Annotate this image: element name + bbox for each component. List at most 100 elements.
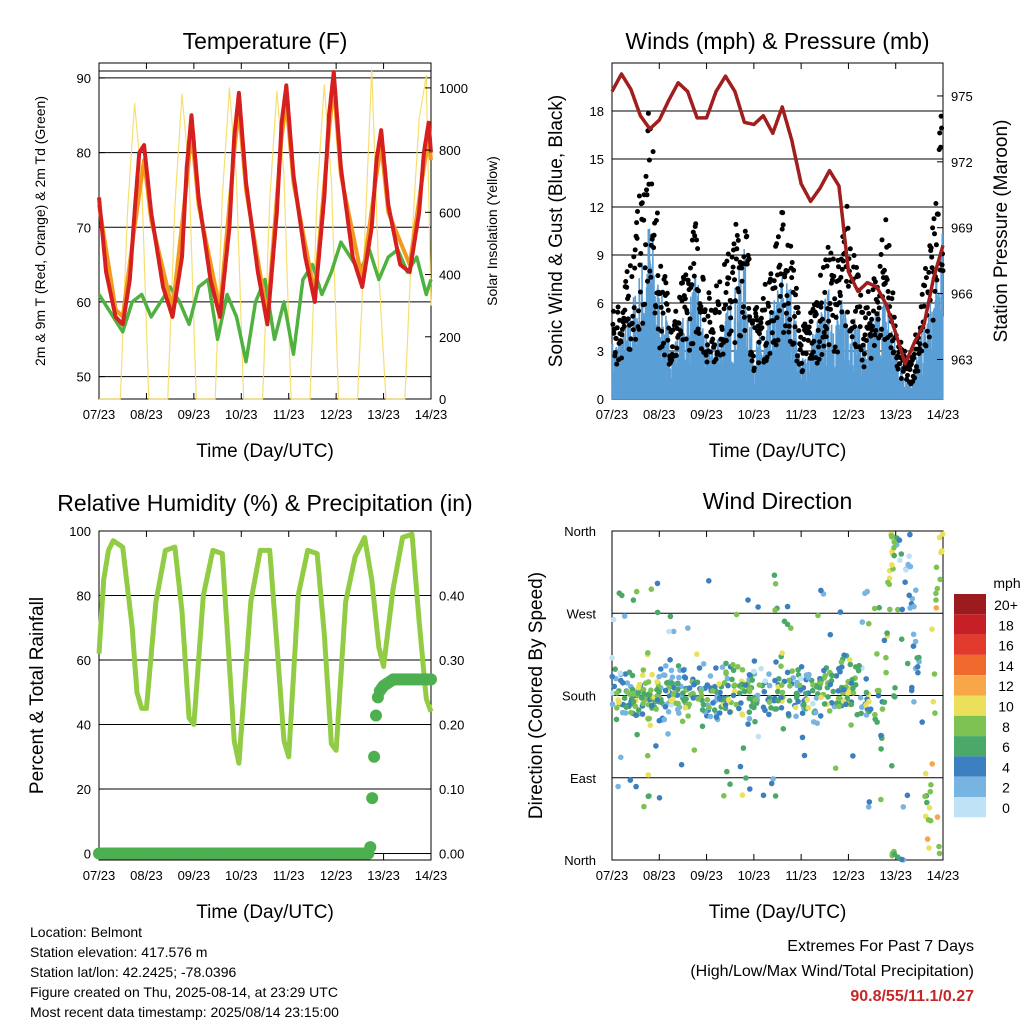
gust-point: [707, 319, 713, 325]
gust-point: [651, 232, 657, 238]
gust-point: [647, 268, 653, 274]
gust-point: [639, 200, 645, 206]
direction-point: [766, 699, 773, 705]
gust-point: [827, 301, 833, 306]
gust-point: [929, 265, 935, 271]
gust-point: [939, 125, 945, 131]
gust-point: [744, 233, 750, 239]
direction-point: [878, 796, 884, 803]
direction-point: [937, 576, 943, 583]
temperature-y2tick-label: 800: [439, 143, 461, 158]
direction-point: [930, 698, 937, 705]
legend-label: 18: [998, 617, 1014, 633]
direction-point: [721, 793, 727, 799]
direction-xtick-label: 10/23: [738, 868, 771, 883]
direction-point: [779, 682, 785, 688]
gust-point: [849, 334, 855, 340]
gust-point: [830, 256, 836, 262]
direction-point: [739, 792, 746, 798]
gust-point: [786, 323, 792, 329]
direction-point: [898, 551, 905, 557]
gust-point: [640, 320, 646, 326]
direction-point: [713, 665, 719, 671]
pressure-line: [610, 72, 945, 366]
gust-point: [929, 254, 935, 260]
direction-point: [891, 544, 897, 551]
gust-point: [923, 266, 928, 271]
direction-point: [879, 706, 886, 712]
gust-point: [768, 310, 774, 315]
direction-point: [939, 548, 945, 554]
gust-point: [662, 352, 667, 358]
direction-point: [669, 680, 675, 686]
gust-point: [750, 353, 756, 359]
direction-point: [745, 597, 751, 603]
direction-point: [723, 670, 729, 677]
direction-point: [633, 783, 639, 790]
gust-point: [819, 300, 824, 306]
gust-point: [756, 360, 762, 366]
gust-point: [615, 309, 621, 315]
direction-point: [662, 672, 668, 678]
gust-point: [923, 275, 929, 281]
gust-point: [720, 351, 726, 357]
gust-point: [926, 334, 932, 340]
direction-point: [919, 719, 925, 725]
gust-point: [860, 342, 866, 348]
direction-point: [681, 697, 687, 704]
gust-point: [860, 310, 866, 315]
legend-swatch: [954, 634, 986, 655]
direction-point: [648, 687, 654, 693]
direction-point: [817, 713, 824, 719]
direction-point: [649, 671, 655, 678]
gust-point: [654, 210, 660, 216]
direction-point: [756, 682, 763, 688]
gust-point: [630, 313, 636, 319]
gust-point: [819, 316, 825, 322]
direction-point: [641, 691, 647, 697]
winds-xtick-label: 10/23: [738, 407, 771, 422]
direction-point: [630, 690, 636, 697]
direction-point: [641, 803, 647, 810]
direction-point: [903, 567, 909, 573]
gust-point: [614, 325, 620, 331]
direction-point: [614, 690, 620, 696]
direction-point: [743, 775, 749, 781]
direction-point: [686, 701, 693, 708]
gust-point: [850, 319, 856, 325]
direction-point: [922, 793, 928, 800]
direction-point: [700, 661, 707, 667]
direction-ylabel-left: Direction (Colored By Speed): [526, 572, 547, 819]
gust-point: [851, 253, 857, 258]
direction-point: [892, 685, 898, 691]
direction-ytick-label: South: [562, 689, 596, 704]
gust-point: [825, 244, 831, 250]
direction-point: [906, 592, 912, 599]
gust-point: [926, 269, 932, 275]
gust-point: [889, 296, 895, 302]
gust-point: [840, 258, 846, 264]
gust-point: [728, 315, 734, 321]
direction-xtick-label: 11/23: [785, 868, 817, 883]
direction-point: [662, 704, 669, 710]
direction-point: [619, 592, 625, 599]
gust-point: [643, 173, 649, 179]
gust-point: [680, 280, 685, 286]
direction-point: [792, 704, 799, 711]
gust-point: [710, 330, 716, 335]
direction-point: [623, 704, 629, 710]
gust-point: [915, 368, 921, 374]
gust-point: [897, 361, 902, 367]
direction-point: [908, 687, 915, 694]
gust-point: [875, 299, 881, 305]
direction-xtick-label: 08/23: [643, 868, 676, 883]
direction-point: [742, 682, 749, 688]
direction-point: [766, 682, 773, 689]
gust-point: [766, 303, 771, 309]
direction-ytick-label: East: [570, 771, 596, 786]
direction-point: [758, 665, 764, 672]
direction-point: [609, 701, 616, 707]
direction-point: [933, 564, 940, 571]
humidity-y2tick-label: 0.00: [439, 847, 464, 862]
direction-point: [675, 700, 681, 707]
